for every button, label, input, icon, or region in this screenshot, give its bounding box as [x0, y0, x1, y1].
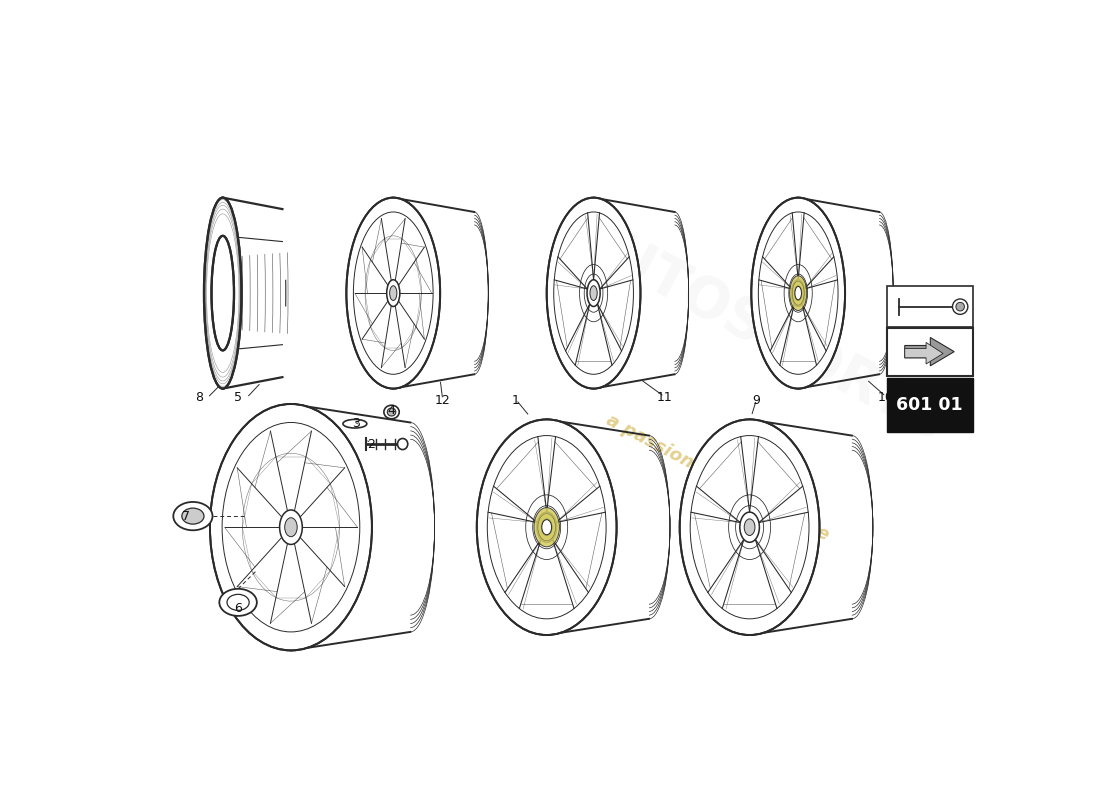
Ellipse shape	[542, 520, 551, 534]
Ellipse shape	[534, 507, 560, 547]
Text: 2: 2	[367, 438, 375, 450]
Ellipse shape	[740, 512, 759, 542]
Circle shape	[219, 589, 257, 616]
Ellipse shape	[389, 286, 397, 301]
Ellipse shape	[745, 519, 755, 535]
Ellipse shape	[794, 286, 802, 301]
Ellipse shape	[790, 276, 806, 310]
Text: 11: 11	[657, 391, 672, 404]
Text: 8: 8	[195, 391, 202, 404]
Text: 7: 7	[183, 510, 190, 522]
Ellipse shape	[279, 510, 302, 545]
Ellipse shape	[397, 438, 408, 450]
Ellipse shape	[537, 512, 557, 542]
Ellipse shape	[680, 419, 820, 635]
Text: 10: 10	[878, 391, 894, 404]
Ellipse shape	[204, 198, 242, 389]
Ellipse shape	[792, 281, 804, 305]
Text: 12: 12	[434, 394, 451, 407]
Text: 1: 1	[513, 394, 520, 407]
FancyBboxPatch shape	[887, 286, 972, 327]
Text: 3: 3	[352, 418, 360, 430]
Ellipse shape	[795, 286, 802, 300]
Text: 5: 5	[234, 391, 242, 404]
Ellipse shape	[387, 408, 396, 416]
Text: AUTOSPORTS: AUTOSPORTS	[563, 208, 957, 452]
Text: a passion for parts since: a passion for parts since	[603, 411, 832, 545]
Text: 601 01: 601 01	[896, 396, 962, 414]
Text: 4: 4	[387, 404, 396, 417]
Ellipse shape	[956, 302, 965, 311]
Circle shape	[182, 508, 204, 524]
Text: 9: 9	[752, 394, 760, 407]
Ellipse shape	[590, 286, 597, 301]
Ellipse shape	[210, 404, 372, 650]
Ellipse shape	[587, 280, 601, 306]
Ellipse shape	[541, 519, 552, 535]
Ellipse shape	[953, 299, 968, 314]
Polygon shape	[904, 342, 943, 364]
Ellipse shape	[384, 406, 399, 418]
Ellipse shape	[387, 280, 399, 306]
Ellipse shape	[476, 419, 617, 635]
Ellipse shape	[346, 198, 440, 389]
Ellipse shape	[538, 514, 556, 541]
Ellipse shape	[792, 280, 805, 306]
Ellipse shape	[751, 198, 845, 389]
FancyBboxPatch shape	[887, 378, 972, 432]
Polygon shape	[904, 338, 954, 366]
Ellipse shape	[285, 518, 297, 537]
FancyBboxPatch shape	[887, 328, 972, 376]
Text: 6: 6	[234, 602, 242, 615]
Circle shape	[174, 502, 212, 530]
Ellipse shape	[211, 236, 234, 350]
Ellipse shape	[547, 198, 640, 389]
